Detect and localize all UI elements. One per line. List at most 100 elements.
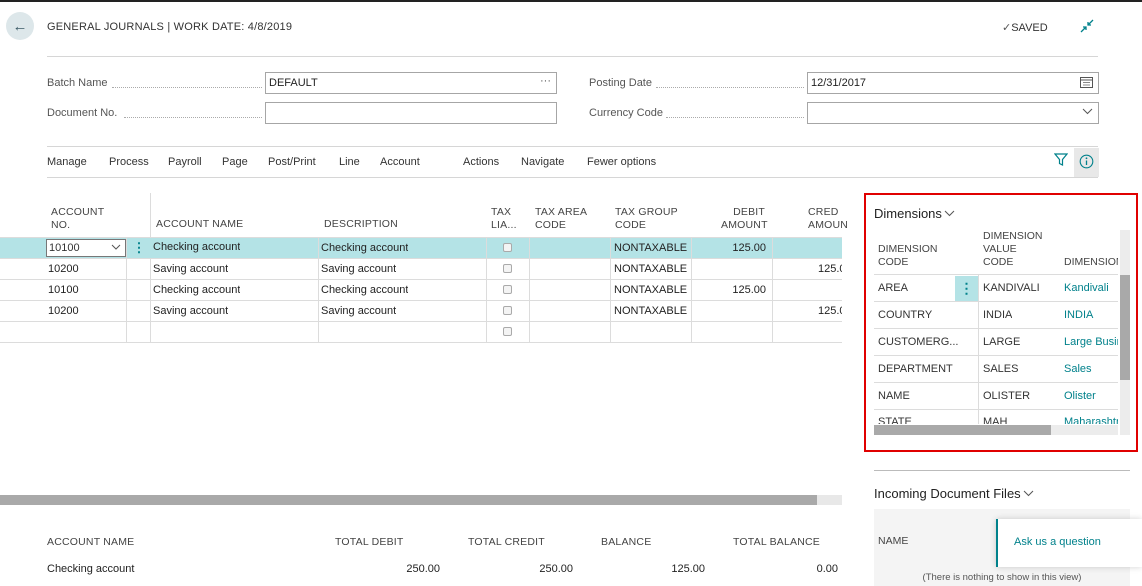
incoming-docs-empty-text: (There is nothing to show in this view) xyxy=(922,572,1082,583)
scrollbar-thumb[interactable] xyxy=(874,425,1051,435)
dimensions-title[interactable]: Dimensions xyxy=(874,206,955,221)
dim-horizontal-scrollbar[interactable] xyxy=(874,425,1118,435)
col-header-account-name[interactable]: ACCOUNT NAME xyxy=(156,218,244,230)
cell-credit[interactable]: 125.0 xyxy=(818,305,842,317)
dim-cell-value-code[interactable]: OLISTER xyxy=(983,390,1031,402)
cell-tax-group[interactable]: NONTAXABLE xyxy=(614,305,688,317)
menu-line[interactable]: Line xyxy=(339,156,360,168)
document-no-label: Document No. xyxy=(47,107,118,119)
col-header-debit-amount[interactable]: DEBIT AMOUNT xyxy=(721,206,768,231)
incoming-docs-title[interactable]: Incoming Document Files xyxy=(874,486,1034,501)
dim-cell-value-code[interactable]: KANDIVALI xyxy=(983,282,1040,294)
dim-cell-code[interactable]: AREA xyxy=(878,282,908,294)
dim-row-divider xyxy=(874,409,1118,410)
tax-liable-checkbox[interactable] xyxy=(503,306,512,315)
scrollbar-thumb[interactable] xyxy=(0,495,817,505)
field-dots xyxy=(666,117,804,118)
dim-cell-code[interactable]: CUSTOMERG... xyxy=(878,336,959,348)
cell-tax-group[interactable]: NONTAXABLE xyxy=(614,263,688,275)
menu-process[interactable]: Process xyxy=(109,156,149,168)
cell-account-no[interactable]: 10100 xyxy=(48,284,79,296)
dim-col-header-value-code[interactable]: DIMENSION VALUE CODE xyxy=(983,230,1043,268)
cell-account-no[interactable]: 10200 xyxy=(48,263,79,275)
back-button[interactable]: ← xyxy=(6,12,34,40)
totals-header-total-debit: TOTAL DEBIT xyxy=(335,536,404,548)
cell-description[interactable]: Checking account xyxy=(321,242,409,254)
tax-liable-checkbox[interactable] xyxy=(503,264,512,273)
menu-page[interactable]: Page xyxy=(222,156,248,168)
cell-tax-group[interactable]: NONTAXABLE xyxy=(614,284,688,296)
cell-debit[interactable]: 125.00 xyxy=(732,284,766,296)
cell-debit[interactable]: 125.00 xyxy=(732,242,766,254)
dim-cell-value-code[interactable]: MAH xyxy=(983,416,1008,424)
col-header-tax-liable[interactable]: TAX LIA... xyxy=(491,206,517,231)
dim-row-divider xyxy=(874,274,1118,275)
menu-manage[interactable]: Manage xyxy=(47,156,87,168)
col-header-tax-group-code[interactable]: TAX GROUP CODE xyxy=(615,206,678,231)
account-no-input[interactable]: 10100 xyxy=(46,239,126,257)
menu-fewer-options[interactable]: Fewer options xyxy=(587,156,657,168)
row-divider xyxy=(0,279,842,280)
totals-header-balance: BALANCE xyxy=(601,536,652,548)
cell-description[interactable]: Checking account xyxy=(321,284,409,296)
more-options-icon[interactable]: ··· xyxy=(540,75,551,87)
ask-question-popup[interactable]: Ask us a question xyxy=(996,519,1142,567)
ask-question-link[interactable]: Ask us a question xyxy=(1014,536,1101,548)
grid-col-divider xyxy=(486,237,487,342)
col-header-account-no[interactable]: ACCOUNT NO. xyxy=(51,206,105,231)
tax-liable-checkbox[interactable] xyxy=(503,243,512,252)
cell-account-no[interactable]: 10200 xyxy=(48,305,79,317)
col-header-credit-amount[interactable]: CRED AMOUN xyxy=(808,206,849,231)
document-no-input[interactable] xyxy=(265,102,557,124)
dim-cell-code[interactable]: DEPARTMENT xyxy=(878,363,953,375)
dim-cell-value-code[interactable]: SALES xyxy=(983,363,1019,375)
dim-cell-value-code[interactable]: LARGE xyxy=(983,336,1021,348)
dim-col-header-value-name[interactable]: DIMENSION V xyxy=(1064,256,1118,268)
dim-cell-name-link[interactable]: Maharashtr xyxy=(1064,416,1118,424)
dim-vertical-scrollbar[interactable] xyxy=(1120,230,1130,435)
row-divider xyxy=(0,321,842,322)
filter-icon[interactable] xyxy=(1053,153,1069,170)
dim-cell-name-link[interactable]: Sales xyxy=(1064,363,1092,375)
dim-cell-name-link[interactable]: Kandivali xyxy=(1064,282,1109,294)
menu-actions[interactable]: Actions xyxy=(463,156,500,168)
menu-account[interactable]: Account xyxy=(380,156,420,168)
incoming-docs-col-name[interactable]: NAME xyxy=(878,535,909,547)
cell-account-name[interactable]: Saving account xyxy=(153,263,229,275)
totals-total-debit: 250.00 xyxy=(406,563,440,575)
cell-tax-group[interactable]: NONTAXABLE xyxy=(614,242,688,254)
tax-liable-checkbox[interactable] xyxy=(503,327,512,336)
grid-horizontal-scrollbar[interactable] xyxy=(0,495,842,505)
cell-account-name[interactable]: Checking account xyxy=(153,284,241,296)
cell-account-name[interactable]: Checking account xyxy=(153,241,241,253)
menu-post-print[interactable]: Post/Print xyxy=(268,156,316,168)
calendar-icon[interactable] xyxy=(1080,76,1093,91)
posting-date-input[interactable]: 12/31/2017 xyxy=(807,72,1099,94)
scrollbar-thumb[interactable] xyxy=(1120,275,1130,380)
cell-description[interactable]: Saving account xyxy=(321,263,397,275)
row-actions-icon[interactable]: ⋮ xyxy=(132,240,146,255)
cell-credit[interactable]: 125.0 xyxy=(818,263,842,275)
currency-code-select[interactable] xyxy=(807,102,1099,124)
dim-cell-name-link[interactable]: Large Busin xyxy=(1064,336,1118,348)
info-pane-toggle[interactable] xyxy=(1074,148,1099,177)
dim-cell-value-code[interactable]: INDIA xyxy=(983,309,1013,321)
dim-cell-name-link[interactable]: Olister xyxy=(1064,390,1096,402)
batch-name-input[interactable]: DEFAULT ··· xyxy=(265,72,557,94)
tax-liable-checkbox[interactable] xyxy=(503,285,512,294)
menu-payroll[interactable]: Payroll xyxy=(168,156,202,168)
col-header-description[interactable]: DESCRIPTION xyxy=(324,218,398,230)
cell-account-name[interactable]: Saving account xyxy=(153,305,229,317)
collapse-icon[interactable] xyxy=(1079,18,1095,37)
dim-col-header-code[interactable]: DIMENSION CODE xyxy=(878,243,938,268)
dim-cell-code[interactable]: STATE xyxy=(878,416,912,424)
dim-cell-code[interactable]: NAME xyxy=(878,390,910,402)
dim-cell-name-link[interactable]: INDIA xyxy=(1064,309,1094,321)
chevron-down-icon xyxy=(111,242,121,255)
saved-status: ✓SAVED xyxy=(1002,21,1048,34)
col-header-tax-area-code[interactable]: TAX AREA CODE xyxy=(535,206,588,231)
dim-row-actions-icon[interactable]: ⋮ xyxy=(955,276,978,301)
dim-cell-code[interactable]: COUNTRY xyxy=(878,309,933,321)
cell-description[interactable]: Saving account xyxy=(321,305,397,317)
menu-navigate[interactable]: Navigate xyxy=(521,156,565,168)
